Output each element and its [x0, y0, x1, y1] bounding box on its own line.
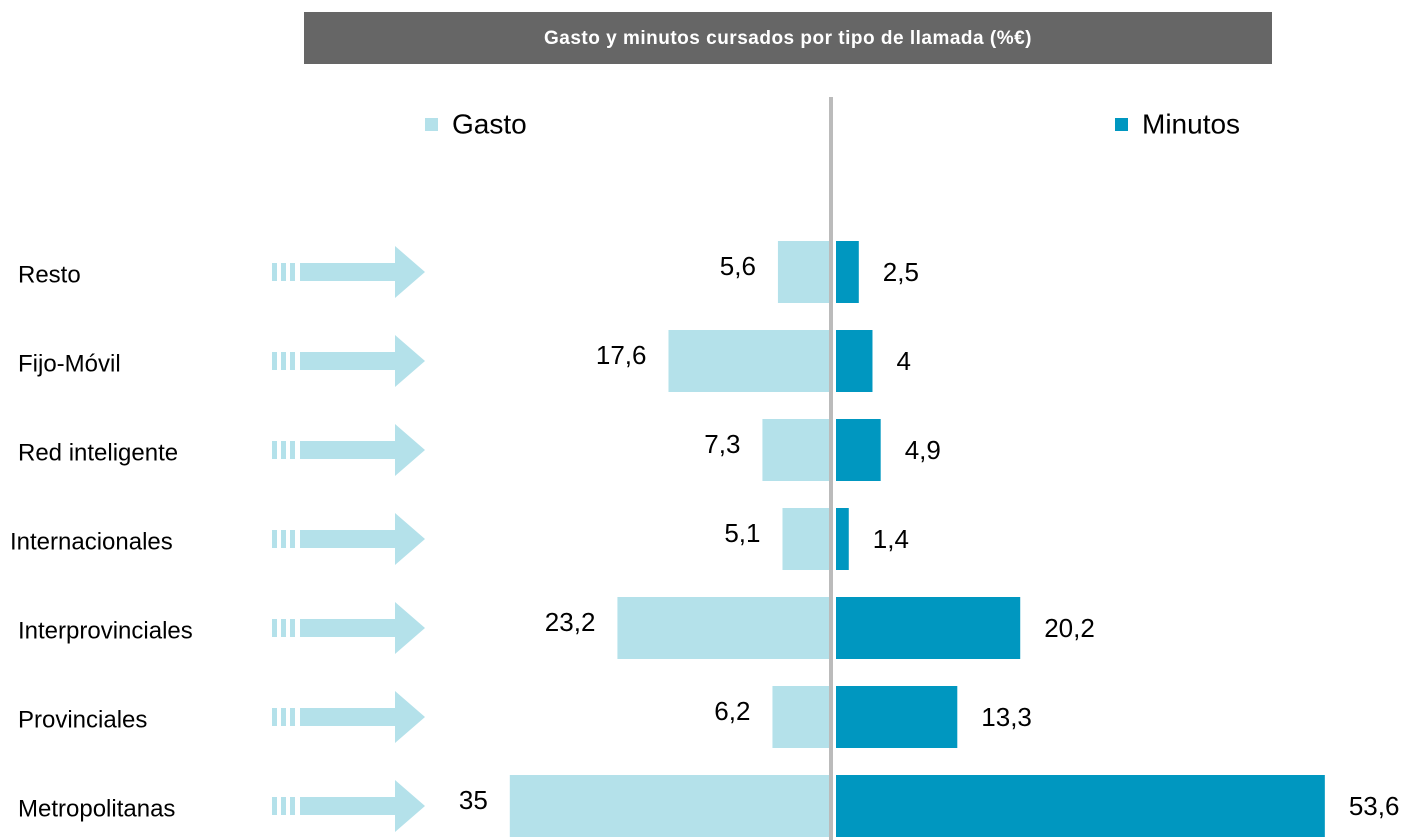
value-label: 4,9 — [905, 435, 941, 465]
arrow-dash — [290, 441, 295, 459]
bar — [836, 686, 958, 748]
value-label: 20,2 — [1044, 613, 1095, 643]
arrow — [300, 335, 425, 387]
chart-title: Gasto y minutos cursados por tipo de lla… — [544, 28, 1032, 49]
bar — [836, 775, 1325, 837]
category-label: Interprovinciales — [18, 617, 193, 644]
category-label: Resto — [18, 261, 81, 288]
arrow-dash — [281, 708, 286, 726]
arrow-dash — [290, 263, 295, 281]
bar — [509, 775, 829, 837]
value-label: 6,2 — [714, 696, 750, 726]
bar — [772, 686, 829, 748]
arrow-dash — [290, 530, 295, 548]
legend-label: Minutos — [1142, 108, 1240, 139]
arrow — [300, 424, 425, 476]
arrow-dash — [272, 263, 277, 281]
bar — [836, 330, 873, 392]
legend-swatch — [1115, 118, 1128, 131]
value-label: 13,3 — [981, 702, 1032, 732]
arrow-dash — [272, 708, 277, 726]
category-label: Red inteligente — [18, 439, 178, 466]
arrow-dash — [290, 797, 295, 815]
arrow-dash — [272, 530, 277, 548]
arrow — [300, 780, 425, 832]
arrow-dash — [272, 441, 277, 459]
arrow-dash — [290, 708, 295, 726]
arrow-dash — [272, 352, 277, 370]
bar — [777, 241, 829, 303]
arrow-dash — [281, 263, 286, 281]
legend-swatch — [425, 118, 438, 131]
bar — [836, 419, 881, 481]
value-label: 5,6 — [720, 251, 756, 281]
value-label: 23,2 — [545, 607, 596, 637]
value-label: 4 — [896, 346, 910, 376]
arrow-dash — [272, 619, 277, 637]
value-label: 5,1 — [724, 518, 760, 548]
arrow-dash — [281, 441, 286, 459]
value-label: 2,5 — [883, 257, 919, 287]
value-label: 53,6 — [1349, 791, 1400, 821]
bar — [836, 597, 1021, 659]
value-label: 1,4 — [873, 524, 909, 554]
arrow-dash — [281, 530, 286, 548]
arrow-dash — [281, 797, 286, 815]
category-label: Fijo-Móvil — [18, 350, 121, 377]
value-label: 17,6 — [596, 340, 647, 370]
arrow-dash — [281, 619, 286, 637]
arrow — [300, 246, 425, 298]
bar — [836, 241, 859, 303]
bar — [836, 508, 849, 570]
legend-label: Gasto — [452, 108, 527, 139]
title-box — [304, 12, 1272, 64]
bar — [782, 508, 829, 570]
category-label: Metropolitanas — [18, 795, 175, 822]
bar — [762, 419, 829, 481]
arrow-dash — [290, 619, 295, 637]
arrow — [300, 602, 425, 654]
arrow-dash — [272, 797, 277, 815]
bar — [668, 330, 829, 392]
arrow — [300, 513, 425, 565]
arrow — [300, 691, 425, 743]
category-label: Provinciales — [18, 706, 147, 733]
value-label: 7,3 — [704, 429, 740, 459]
arrow-dash — [281, 352, 286, 370]
value-label: 35 — [459, 785, 488, 815]
bar — [617, 597, 829, 659]
arrow-dash — [290, 352, 295, 370]
category-label: Internacionales — [10, 528, 173, 555]
